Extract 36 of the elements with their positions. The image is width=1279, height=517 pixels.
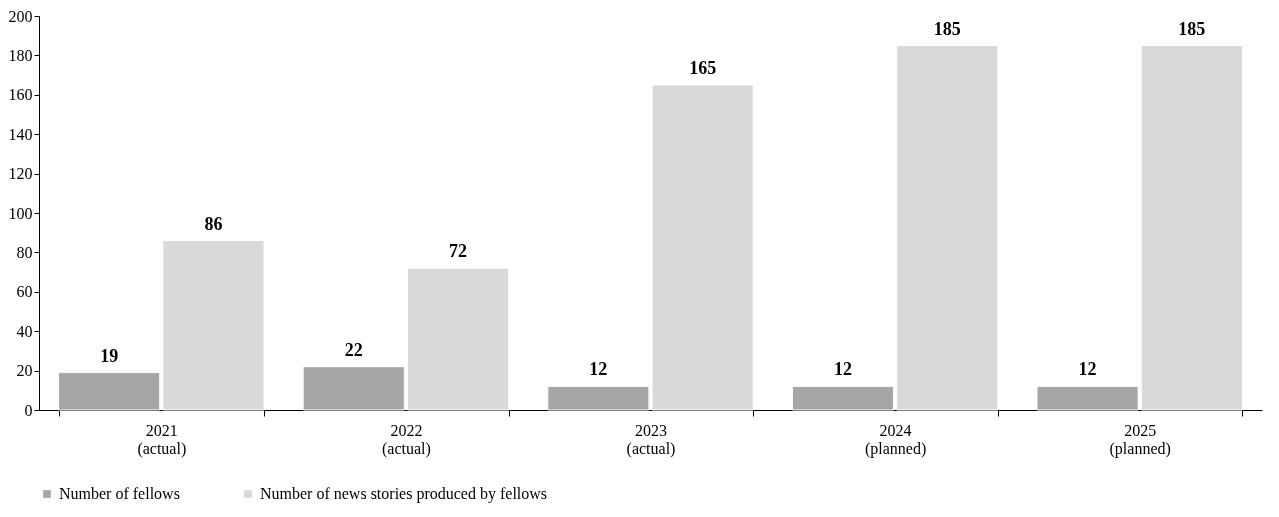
bar: [162, 240, 265, 411]
bar: [791, 385, 895, 411]
data-label: 19: [100, 345, 119, 366]
y-tick-label: 200: [8, 7, 33, 25]
data-label: 185: [1178, 18, 1206, 39]
y-tick-label: 40: [16, 322, 33, 340]
y-tick-label: 80: [16, 243, 33, 261]
y-tick-label: 60: [16, 283, 33, 301]
bar: [302, 366, 405, 411]
data-label: 12: [1078, 359, 1097, 380]
y-tick-label: 100: [8, 204, 33, 222]
bar: [1036, 385, 1139, 411]
x-tick-label: 2021 (actual): [137, 421, 187, 458]
bar: [406, 267, 510, 411]
bar: [1140, 45, 1243, 411]
legend-label: Number of fellows: [59, 485, 180, 502]
data-label: 22: [344, 339, 363, 360]
y-tick-label: 160: [8, 86, 33, 104]
x-tick-label: 2022 (actual): [381, 421, 431, 458]
data-label: 72: [449, 241, 468, 262]
y-tick-label: 120: [8, 165, 33, 183]
data-label: 86: [204, 213, 223, 234]
data-label: 12: [589, 359, 608, 380]
x-tick-label: 2023 (actual): [626, 421, 676, 458]
y-tick-label: 140: [8, 125, 33, 143]
data-label: 185: [933, 18, 961, 39]
bar: [58, 372, 161, 411]
x-tick-label: 2025 (planned): [1109, 421, 1171, 458]
y-tick-label: 180: [8, 46, 33, 64]
y-tick-label: 0: [24, 401, 33, 419]
x-tick-label: 2024 (planned): [864, 421, 927, 458]
legend-label: Number of news stories produced by fellows: [260, 485, 548, 503]
data-label: 12: [833, 359, 852, 380]
bar: [896, 45, 999, 411]
y-tick-label: 20: [16, 362, 33, 380]
data-label: 165: [689, 57, 717, 78]
